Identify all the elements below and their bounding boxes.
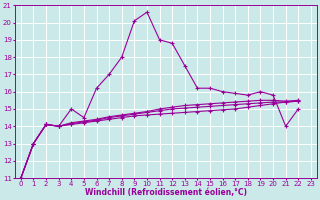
X-axis label: Windchill (Refroidissement éolien,°C): Windchill (Refroidissement éolien,°C) bbox=[85, 188, 247, 197]
